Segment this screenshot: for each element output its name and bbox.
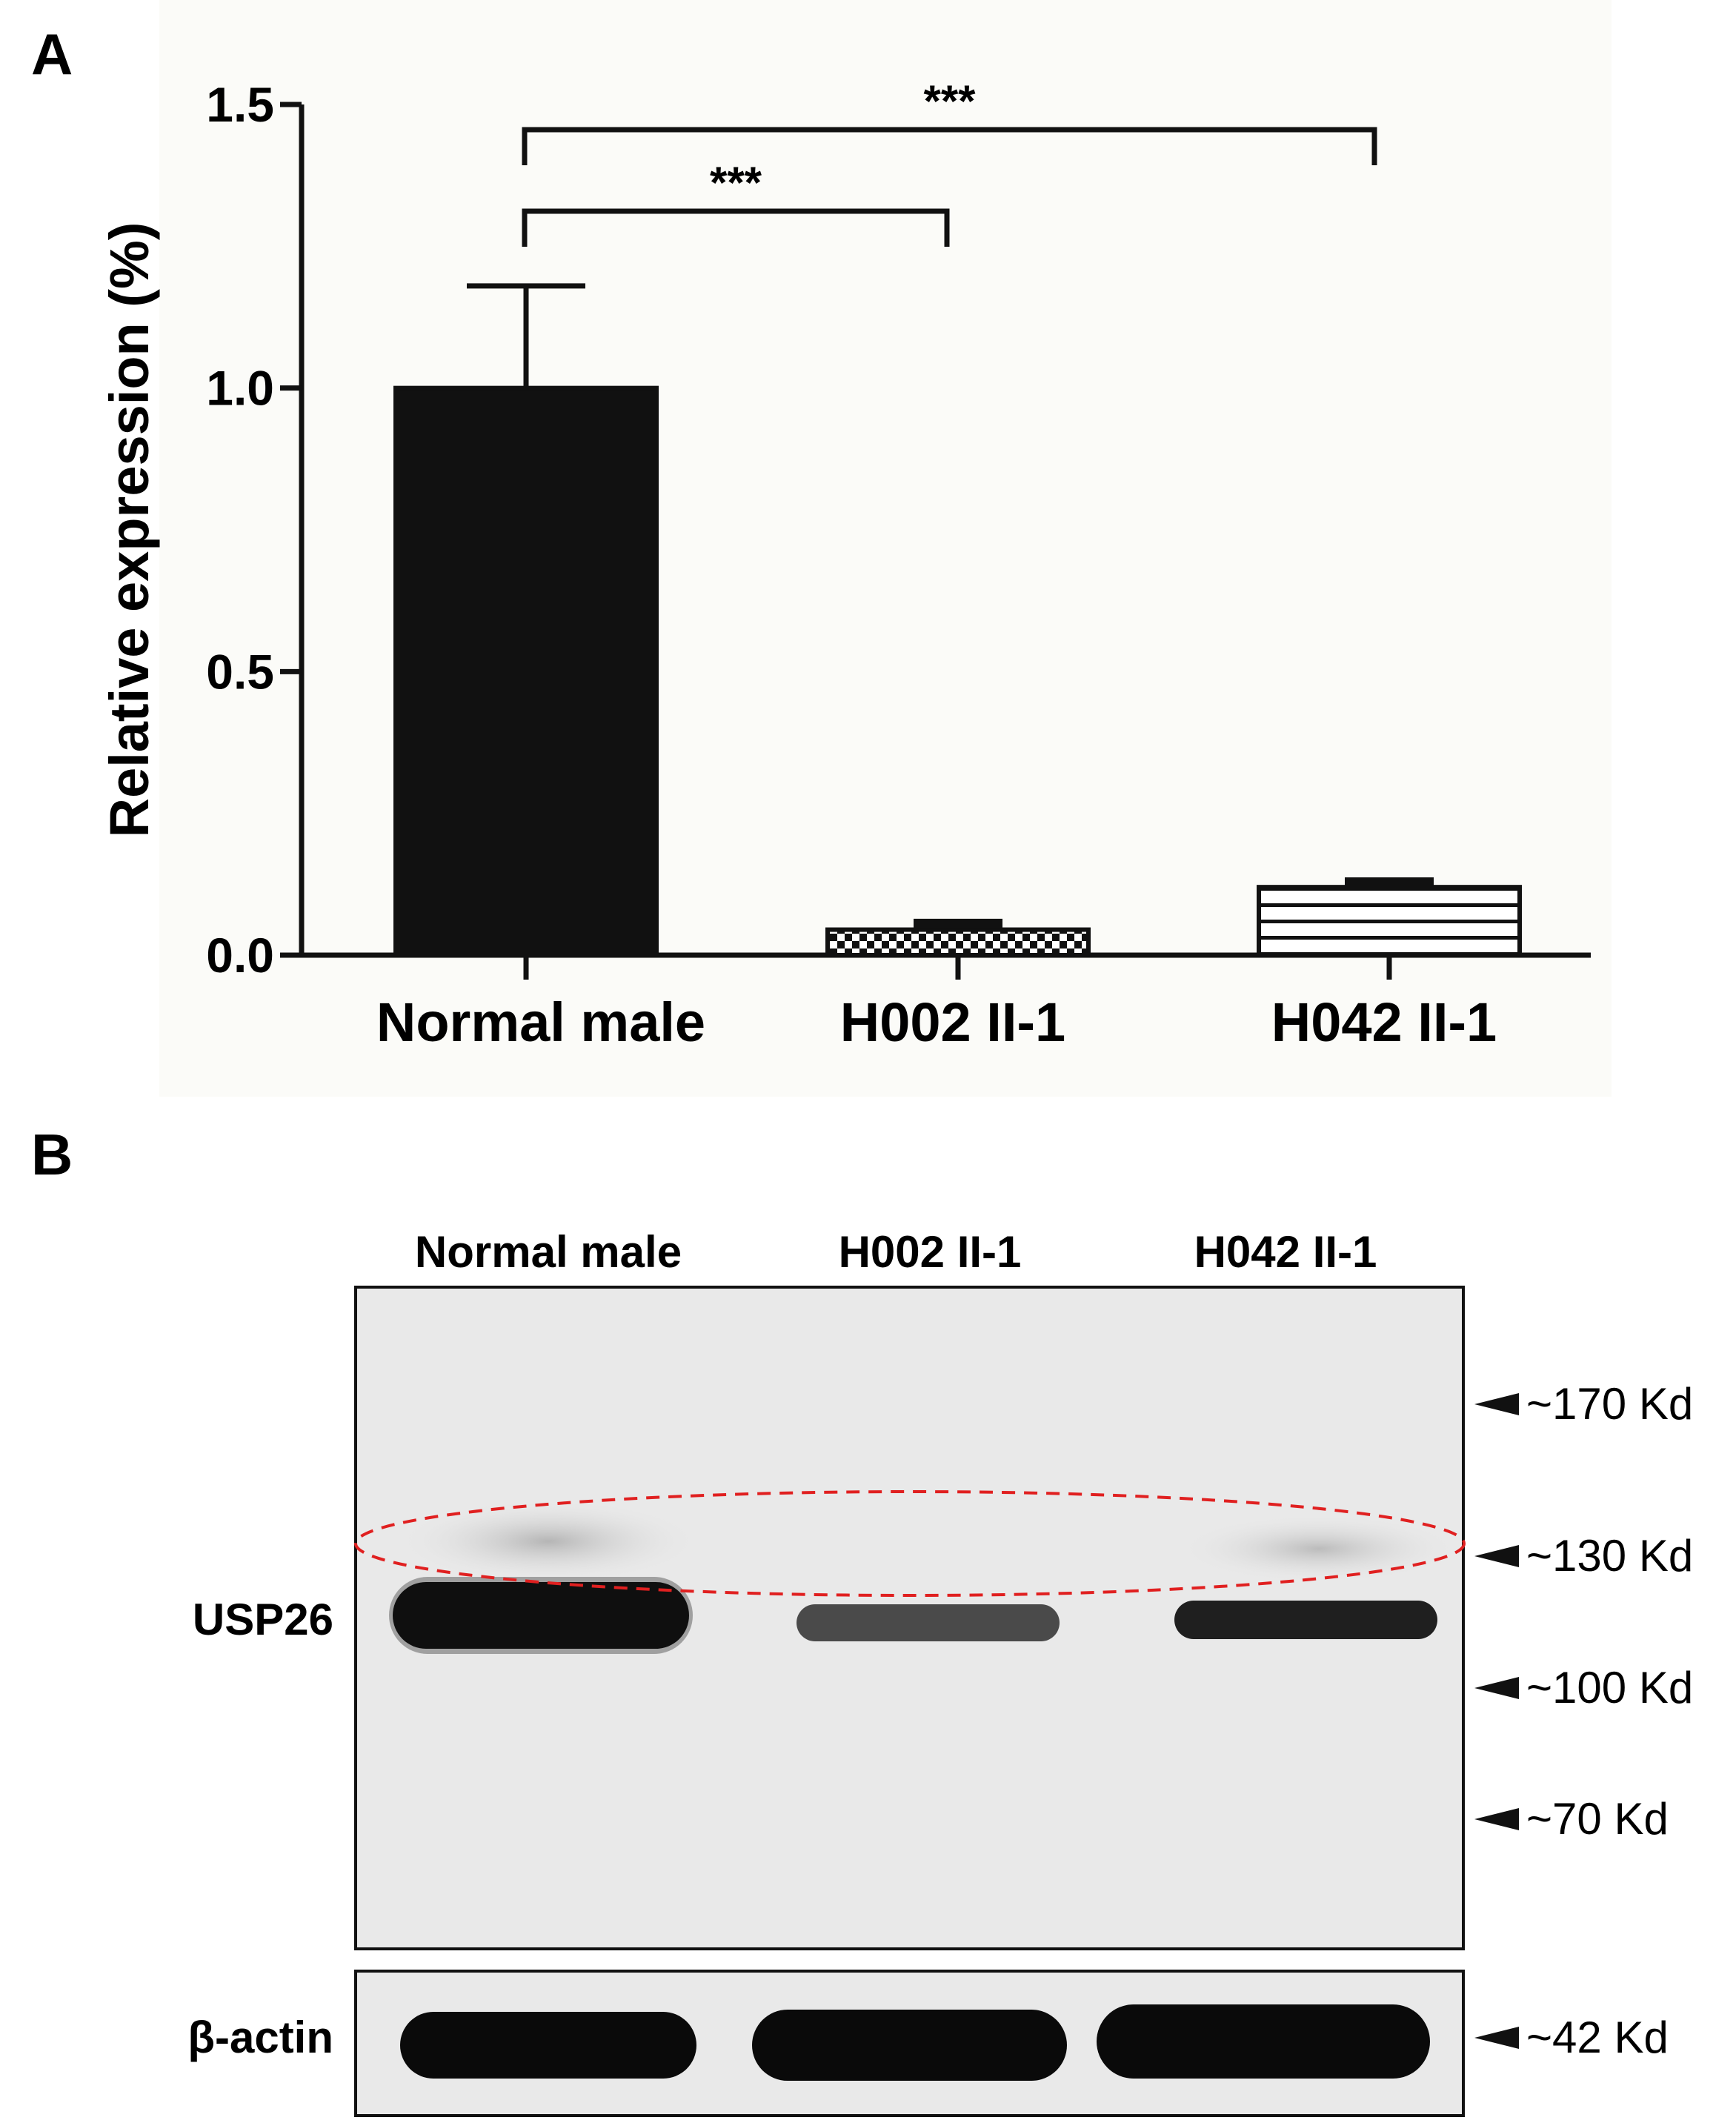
- y-tick-label: 1.0: [206, 361, 274, 416]
- panel-b-letter: B: [31, 1122, 73, 1187]
- panel-a: A 0.0 0.5 1.0 1.5 Normal male H002 II-1 H042 …: [31, 0, 1612, 1097]
- bar-h002-ii-1: [825, 927, 1091, 958]
- marker-label-130: ~130 Kd: [1526, 1531, 1693, 1581]
- bar-chart: 0.0 0.5 1.0 1.5 Normal male H002 II-1 H042 II…: [99, 76, 1591, 1053]
- marker-label-170: ~170 Kd: [1526, 1379, 1693, 1429]
- marker-arrow-icon: [1474, 1677, 1519, 1699]
- y-tick-label: 0.0: [206, 928, 274, 983]
- x-categories: Normal male H002 II-1 H042 II-1: [376, 955, 1497, 1053]
- panel-a-letter: A: [31, 21, 73, 87]
- usp26-band-h002: [797, 1604, 1060, 1641]
- highlight-ellipse: [354, 1490, 1466, 1597]
- y-tick-label: 0.5: [206, 644, 274, 699]
- actin-band-h042: [1097, 2004, 1430, 2079]
- marker-label-100: ~100 Kd: [1526, 1663, 1693, 1712]
- beta-actin-blot: [354, 1970, 1465, 2117]
- marker-42: ~42 Kd: [1474, 2013, 1669, 2062]
- marker-arrow-icon: [1474, 1393, 1519, 1415]
- actin-band-h002: [752, 2010, 1067, 2081]
- usp26-band-h042: [1174, 1601, 1437, 1639]
- lane-label-h042: H042 II-1: [1194, 1227, 1377, 1277]
- bar-h042-ii-1: [1257, 885, 1522, 958]
- marker-130: ~130 Kd: [1474, 1531, 1693, 1581]
- x-category-label: H042 II-1: [1271, 991, 1497, 1053]
- lane-label-normal-male: Normal male: [415, 1227, 682, 1277]
- usp26-band-halo: [389, 1577, 693, 1654]
- significance-label: ***: [710, 158, 762, 207]
- actin-band-normal-male: [400, 2012, 696, 2079]
- significance-bracket: [522, 127, 1377, 165]
- marker-70: ~70 Kd: [1474, 1794, 1669, 1844]
- y-axis-label: Relative expression (%): [99, 222, 160, 838]
- faint-upper-band-h042: [1182, 1515, 1456, 1582]
- usp26-band-normal-male: [393, 1582, 689, 1649]
- x-category-label: H002 II-1: [840, 991, 1065, 1053]
- marker-100: ~100 Kd: [1474, 1663, 1693, 1712]
- marker-arrow-icon: [1474, 2027, 1519, 2049]
- marker-arrow-icon: [1474, 1808, 1519, 1830]
- significance-label: ***: [923, 76, 976, 126]
- marker-label-70: ~70 Kd: [1526, 1794, 1669, 1844]
- significance-bracket: [522, 208, 950, 247]
- bar-normal-male: [393, 385, 659, 957]
- faint-upper-band-normal: [400, 1501, 696, 1582]
- marker-label-42: ~42 Kd: [1526, 2013, 1669, 2062]
- panel-b: B Normal male H002 II-1 H042 II-1 USP26 …: [31, 1122, 1693, 2117]
- row-label-beta-actin: β-actin: [187, 2013, 333, 2062]
- usp26-blot: [354, 1286, 1466, 1950]
- significance-brackets: *** ***: [522, 76, 1377, 247]
- x-category-label: Normal male: [376, 991, 705, 1053]
- lane-label-h002: H002 II-1: [839, 1227, 1022, 1277]
- y-tick-label: 1.5: [206, 77, 274, 132]
- marker-170: ~170 Kd: [1474, 1379, 1693, 1429]
- y-ticks: 0.0 0.5 1.0 1.5: [206, 77, 302, 983]
- marker-arrow-icon: [1474, 1545, 1519, 1567]
- row-label-usp26: USP26: [193, 1595, 333, 1644]
